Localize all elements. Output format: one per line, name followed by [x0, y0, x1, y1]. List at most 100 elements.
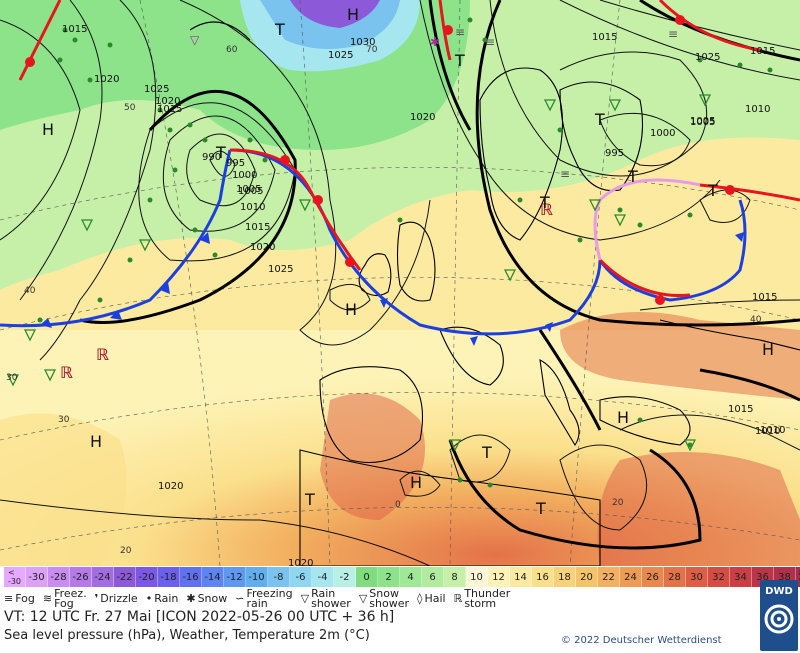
- low-pressure-center: T: [627, 167, 638, 186]
- isobar-label: 1005: [690, 116, 715, 127]
- isobar-label: 1020: [155, 96, 180, 107]
- valid-time: VT: 12 UTC Fr. 27 Mai [ICON 2022-05-26 0…: [4, 609, 395, 625]
- high-pressure-center: H: [347, 5, 359, 24]
- map-canvas: ℝℝℝ ▽ ✱ ≡≡≡≡ 1015102010251020101510251015…: [0, 0, 800, 566]
- low-pressure-center: T: [481, 443, 492, 462]
- temperature-isotherm-label: 0: [395, 500, 401, 510]
- isobar-label: 1005: [236, 184, 261, 195]
- color-scale-swatch: -10: [246, 567, 268, 587]
- color-scale-swatch: ≥40 °C: [796, 567, 800, 587]
- hail-icon: ◊: [417, 592, 423, 605]
- legend-rain-shower: ▽ Rain shower: [301, 587, 351, 610]
- isobar-label: 1025: [695, 52, 720, 63]
- legend-freezing-rain: ∽ Freezing rain: [235, 587, 293, 610]
- isobar-label: 1020: [410, 112, 435, 123]
- isobar-label: 1020: [158, 481, 183, 492]
- legend-label: Freez. Fog: [54, 587, 87, 610]
- color-scale-swatch: 32: [708, 567, 730, 587]
- color-scale-swatch: -4: [312, 567, 334, 587]
- pressure-centers: H H H H H H H T T T T T T T T T T: [42, 5, 774, 518]
- legend-label: Snow shower: [369, 587, 410, 610]
- low-pressure-center: T: [454, 51, 465, 70]
- isobar-label: 1015: [750, 46, 775, 57]
- low-pressure-center: T: [304, 490, 315, 509]
- low-pressure-center: T: [215, 143, 226, 162]
- low-pressure-center: T: [274, 20, 285, 39]
- freezing-fog-icon: ≋: [42, 592, 53, 605]
- color-scale-swatch: 24: [620, 567, 642, 587]
- color-scale-swatch: -24: [92, 567, 114, 587]
- isobar-label: 1005: [238, 186, 263, 197]
- low-pressure-center: T: [594, 110, 605, 129]
- high-pressure-center: H: [410, 473, 422, 492]
- high-pressure-center: H: [617, 408, 629, 427]
- temperature-isotherm-label: 70: [366, 45, 378, 55]
- legend-rain: • Rain: [145, 592, 179, 605]
- svg-text:ℝ: ℝ: [60, 363, 73, 382]
- low-pressure-center: T: [535, 499, 546, 518]
- map-subtitle: Sea level pressure (hPa), Weather, Tempe…: [4, 628, 370, 643]
- cold-front-west: [0, 149, 232, 328]
- legend-label: Rain shower: [311, 587, 351, 610]
- temperature-isotherm-label: 50: [124, 103, 136, 113]
- isobar-label: 1015: [157, 104, 182, 115]
- isobar-label: 1000: [232, 170, 257, 181]
- legend-fog: ≡ Fog: [4, 592, 35, 605]
- color-scale-swatch: 30: [686, 567, 708, 587]
- color-scale-swatch: -16: [180, 567, 202, 587]
- dwd-logo: DWD: [760, 580, 798, 651]
- isobars: [0, 0, 800, 566]
- legend-freezing-fog: ≋ Freez. Fog: [42, 587, 87, 610]
- color-scale-swatch: -26: [70, 567, 92, 587]
- color-scale-swatch: 8: [444, 567, 466, 587]
- high-pressure-center: H: [90, 432, 102, 451]
- legend-label: Freezing rain: [246, 587, 293, 610]
- color-scale-swatch: 18: [554, 567, 576, 587]
- snow-shower-icon: ▽: [358, 592, 368, 605]
- svg-text:≡: ≡: [485, 35, 495, 49]
- color-scale-swatch: 28: [664, 567, 686, 587]
- legend-label: Thunder storm: [464, 587, 511, 610]
- dwd-swirl-icon: [764, 604, 794, 634]
- color-scale-swatch: 14: [510, 567, 532, 587]
- color-scale-swatch: 34: [730, 567, 752, 587]
- color-scale-swatch: -28: [48, 567, 70, 587]
- color-scale-swatch: -2: [334, 567, 356, 587]
- warm-front-atlantic: [229, 148, 362, 271]
- pressure-labels: 1015102010251020101510251015102510301020…: [62, 24, 785, 566]
- legend-label: Hail: [424, 592, 446, 605]
- legend-thunderstorm: ℝ Thunder storm: [453, 587, 511, 610]
- legend-label: Drizzle: [100, 592, 138, 605]
- isobar-label: 1020: [94, 74, 119, 85]
- isobar-label: 1000: [650, 128, 675, 139]
- map-legend: < -30 -30 -28 -26 -24 -22 -20 -18 -16 -14 -12 -10 -8…: [0, 566, 800, 653]
- temperature-isotherm-label: 30: [58, 415, 70, 425]
- thunderstorm-icon: ℝ: [453, 592, 463, 605]
- color-scale-swatch: 4: [400, 567, 422, 587]
- isobar-label: 1025: [268, 264, 293, 275]
- legend-label: Rain: [154, 592, 179, 605]
- svg-text:≡: ≡: [455, 25, 465, 39]
- color-scale-swatch: -12: [224, 567, 246, 587]
- svg-text:ℝ: ℝ: [96, 345, 109, 364]
- isobar-label: 1010: [760, 425, 785, 436]
- temperature-isotherm-label: 30: [6, 373, 18, 383]
- legend-label: Fog: [15, 592, 35, 605]
- isobar-label: 1030: [350, 37, 375, 48]
- legend-hail: ◊ Hail: [417, 592, 446, 605]
- weather-symbol-legend: ≡ Fog ≋ Freez. Fog ❜ Drizzle • Rain ✱ Snow ∽ Freezi…: [4, 588, 756, 610]
- svg-text:ℝ: ℝ: [540, 200, 553, 219]
- rain-icon: •: [145, 592, 153, 605]
- color-scale-swatch: 10: [466, 567, 488, 587]
- high-pressure-center: H: [42, 120, 54, 139]
- temperature-isotherm-label: 40: [750, 315, 762, 325]
- color-scale-swatch: -20: [136, 567, 158, 587]
- warm-front-east: [598, 258, 691, 298]
- isobar-label: 990: [202, 152, 221, 163]
- occluded-front: [593, 178, 701, 261]
- svg-text:▽: ▽: [190, 33, 200, 47]
- color-scale-swatch: 16: [532, 567, 554, 587]
- high-pressure-center: H: [762, 340, 774, 359]
- temperature-isotherm-label: 20: [612, 498, 624, 508]
- svg-text:✱: ✱: [430, 35, 440, 49]
